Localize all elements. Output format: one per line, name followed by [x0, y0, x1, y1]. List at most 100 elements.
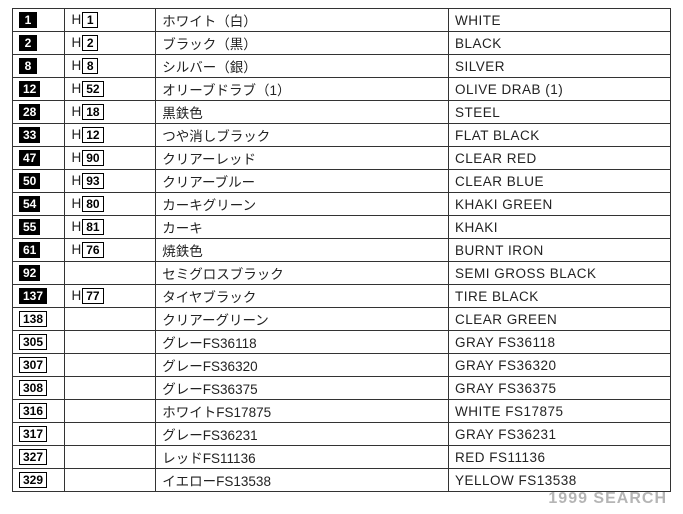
- hcode-cell: [65, 262, 156, 285]
- hcode-cell: [65, 331, 156, 354]
- h-prefix: H: [71, 104, 81, 119]
- hcode-badge: 1: [82, 12, 98, 28]
- table-row: 307グレーFS36320GRAY FS36320: [13, 354, 671, 377]
- jp-name-cell: グレーFS36375: [156, 377, 449, 400]
- h-prefix: H: [71, 58, 81, 73]
- hcode-badge: 52: [82, 81, 103, 97]
- hcode-cell: H18: [65, 101, 156, 124]
- color-table: 1H1ホワイト（白）WHITE2H2ブラック（黒）BLACK8H8シルバー（銀）…: [12, 8, 671, 492]
- table-row: 316ホワイトFS17875WHITE FS17875: [13, 400, 671, 423]
- table-row: 327 レッドFS11136RED FS11136: [13, 446, 671, 469]
- table-row: 47H90クリアーレッドCLEAR RED: [13, 147, 671, 170]
- jp-name-cell: レッドFS11136: [156, 446, 449, 469]
- table-row: 33H12つや消しブラックFLAT BLACK: [13, 124, 671, 147]
- hcode-cell: H81: [65, 216, 156, 239]
- hcode-cell: [65, 423, 156, 446]
- table-row: 92セミグロスブラックSEMI GROSS BLACK: [13, 262, 671, 285]
- jp-name-cell: クリアーブルー: [156, 170, 449, 193]
- jp-name-cell: 黒鉄色: [156, 101, 449, 124]
- code1-cell: 308: [13, 377, 65, 400]
- en-name-cell: CLEAR GREEN: [448, 308, 670, 331]
- jp-name-cell: ホワイトFS17875: [156, 400, 449, 423]
- code1-cell: 12: [13, 78, 65, 101]
- hcode-badge: 76: [82, 242, 103, 258]
- code1-cell: 33: [13, 124, 65, 147]
- hcode-cell: [65, 446, 156, 469]
- en-name-cell: GRAY FS36118: [448, 331, 670, 354]
- jp-name-cell: ブラック（黒）: [156, 32, 449, 55]
- h-prefix: H: [71, 150, 81, 165]
- code1-cell: 327: [13, 446, 65, 469]
- jp-name-cell: 焼鉄色: [156, 239, 449, 262]
- table-row: 1H1ホワイト（白）WHITE: [13, 9, 671, 32]
- h-prefix: H: [71, 242, 81, 257]
- table-row: 308 グレーFS36375GRAY FS36375: [13, 377, 671, 400]
- code1-badge: 33: [19, 127, 40, 143]
- en-name-cell: BLACK: [448, 32, 670, 55]
- table-row: 138 クリアーグリーンCLEAR GREEN: [13, 308, 671, 331]
- code1-badge: 307: [19, 357, 47, 373]
- jp-name-cell: シルバー（銀）: [156, 55, 449, 78]
- table-row: 137H77タイヤブラックTIRE BLACK: [13, 285, 671, 308]
- code1-cell: 2: [13, 32, 65, 55]
- jp-name-cell: ホワイト（白）: [156, 9, 449, 32]
- en-name-cell: RED FS11136: [448, 446, 670, 469]
- jp-name-cell: クリアーグリーン: [156, 308, 449, 331]
- jp-name-cell: イエローFS13538: [156, 469, 449, 492]
- watermark: 1999 SEARCH: [548, 490, 667, 508]
- jp-name-cell: オリーブドラブ（1）: [156, 78, 449, 101]
- code1-badge: 92: [19, 265, 40, 281]
- h-prefix: H: [71, 35, 81, 50]
- code1-cell: 28: [13, 101, 65, 124]
- en-name-cell: GRAY FS36231: [448, 423, 670, 446]
- code1-badge: 327: [19, 449, 47, 465]
- code1-badge: 329: [19, 472, 47, 488]
- code1-cell: 316: [13, 400, 65, 423]
- jp-name-cell: カーキグリーン: [156, 193, 449, 216]
- h-prefix: H: [71, 219, 81, 234]
- hcode-cell: [65, 469, 156, 492]
- h-prefix: H: [71, 81, 81, 96]
- hcode-badge: 80: [82, 196, 103, 212]
- code1-badge: 138: [19, 311, 47, 327]
- hcode-cell: [65, 354, 156, 377]
- hcode-badge: 8: [82, 58, 98, 74]
- code1-cell: 50: [13, 170, 65, 193]
- code1-cell: 1: [13, 9, 65, 32]
- hcode-cell: H76: [65, 239, 156, 262]
- h-prefix: H: [71, 196, 81, 211]
- code1-badge: 12: [19, 81, 40, 97]
- hcode-badge: 77: [82, 288, 103, 304]
- en-name-cell: TIRE BLACK: [448, 285, 670, 308]
- code1-badge: 316: [19, 403, 47, 419]
- en-name-cell: WHITE: [448, 9, 670, 32]
- code1-cell: 317: [13, 423, 65, 446]
- table-row: 50H93クリアーブルーCLEAR BLUE: [13, 170, 671, 193]
- h-prefix: H: [71, 12, 81, 27]
- code1-badge: 55: [19, 219, 40, 235]
- hcode-cell: H8: [65, 55, 156, 78]
- en-name-cell: KHAKI: [448, 216, 670, 239]
- code1-badge: 305: [19, 334, 47, 350]
- table-row: 12H52オリーブドラブ（1）OLIVE DRAB (1): [13, 78, 671, 101]
- jp-name-cell: グレーFS36320: [156, 354, 449, 377]
- code1-badge: 28: [19, 104, 40, 120]
- hcode-badge: 81: [82, 219, 103, 235]
- hcode-cell: [65, 308, 156, 331]
- hcode-cell: H52: [65, 78, 156, 101]
- table-row: 55H81カーキKHAKI: [13, 216, 671, 239]
- code1-badge: 137: [19, 288, 47, 304]
- en-name-cell: SILVER: [448, 55, 670, 78]
- en-name-cell: KHAKI GREEN: [448, 193, 670, 216]
- code1-badge: 2: [19, 35, 37, 51]
- hcode-cell: H1: [65, 9, 156, 32]
- hcode-badge: 12: [82, 127, 103, 143]
- en-name-cell: GRAY FS36375: [448, 377, 670, 400]
- table-row: 28H18黒鉄色STEEL: [13, 101, 671, 124]
- hcode-cell: [65, 377, 156, 400]
- table-row: 2H2ブラック（黒）BLACK: [13, 32, 671, 55]
- code1-cell: 329: [13, 469, 65, 492]
- hcode-cell: H90: [65, 147, 156, 170]
- code1-cell: 307: [13, 354, 65, 377]
- code1-cell: 8: [13, 55, 65, 78]
